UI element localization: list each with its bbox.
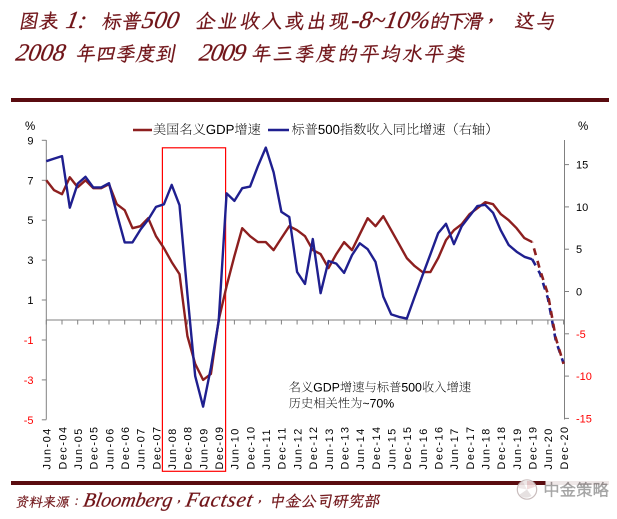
svg-text:0: 0 <box>576 287 582 299</box>
svg-text:Dec-13: Dec-13 <box>339 425 351 469</box>
svg-text:Dec-19: Dec-19 <box>528 425 540 469</box>
svg-text:Dec-16: Dec-16 <box>434 425 446 469</box>
svg-text:Dec-06: Dec-06 <box>120 425 132 469</box>
svg-text:Dec-18: Dec-18 <box>496 425 508 469</box>
svg-text:Dec-17: Dec-17 <box>465 425 477 469</box>
svg-text:3: 3 <box>27 255 33 267</box>
svg-text:Jun-12: Jun-12 <box>292 427 304 469</box>
svg-text:Dec-04: Dec-04 <box>57 425 69 469</box>
svg-text:15: 15 <box>576 160 588 172</box>
svg-text:Dec-20: Dec-20 <box>559 425 571 469</box>
svg-text:1: 1 <box>27 295 33 307</box>
svg-text:-3: -3 <box>24 375 34 387</box>
svg-text:Jun-10: Jun-10 <box>230 427 242 469</box>
svg-text:Jun-06: Jun-06 <box>104 427 116 469</box>
svg-text:Jun-13: Jun-13 <box>324 427 336 469</box>
svg-text:9: 9 <box>27 135 33 147</box>
svg-text:Jun-17: Jun-17 <box>449 427 461 469</box>
svg-text:Jun-08: Jun-08 <box>167 427 179 469</box>
svg-text:-5: -5 <box>24 415 34 427</box>
svg-text:Jun-18: Jun-18 <box>481 427 493 469</box>
svg-text:Dec-05: Dec-05 <box>89 425 101 469</box>
svg-text:Dec-09: Dec-09 <box>214 425 226 469</box>
svg-text:Jun-15: Jun-15 <box>387 427 399 469</box>
svg-text:Jun-20: Jun-20 <box>543 427 555 469</box>
svg-text:-15: -15 <box>576 413 592 425</box>
svg-text:Dec-15: Dec-15 <box>402 425 414 469</box>
svg-text:Jun-09: Jun-09 <box>198 427 210 469</box>
svg-text:Jun-11: Jun-11 <box>261 428 273 470</box>
svg-text:10: 10 <box>576 202 588 214</box>
svg-text:5: 5 <box>576 244 582 256</box>
svg-text:%: % <box>578 121 588 133</box>
svg-text:-5: -5 <box>576 329 586 341</box>
svg-text:Jun-16: Jun-16 <box>418 427 430 469</box>
svg-text:-1: -1 <box>24 335 34 347</box>
svg-text:Jun-07: Jun-07 <box>136 427 148 469</box>
svg-text:-10: -10 <box>576 371 592 383</box>
svg-text:Jun-04: Jun-04 <box>42 427 54 469</box>
svg-text:Dec-11: Dec-11 <box>277 426 289 469</box>
svg-text:Dec-14: Dec-14 <box>371 425 383 469</box>
svg-text:5: 5 <box>27 215 33 227</box>
svg-text:Jun-19: Jun-19 <box>512 427 524 469</box>
svg-text:Dec-10: Dec-10 <box>245 425 257 469</box>
svg-text:7: 7 <box>27 175 33 187</box>
svg-text:Dec-12: Dec-12 <box>308 425 320 469</box>
svg-text:Jun-05: Jun-05 <box>73 427 85 469</box>
svg-text:Dec-08: Dec-08 <box>183 425 195 469</box>
svg-text:%: % <box>25 121 35 133</box>
svg-text:Dec-07: Dec-07 <box>151 425 163 469</box>
svg-text:Jun-14: Jun-14 <box>355 427 367 469</box>
